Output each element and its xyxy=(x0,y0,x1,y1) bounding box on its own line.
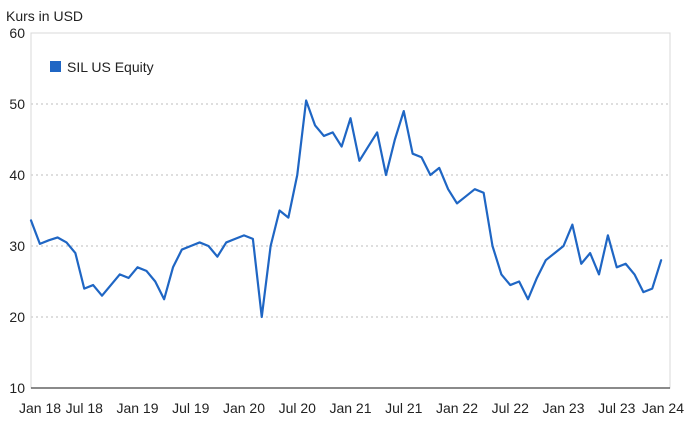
grid-lines xyxy=(31,103,670,318)
x-tick-labels: Jan 18 Jul 18 Jan 19 Jul 19 Jan 20 Jul 20 Jan … xyxy=(19,400,684,416)
y-tick-labels: 10 20 30 40 50 60 xyxy=(9,25,25,396)
series-line-sil-us-equity xyxy=(29,99,663,319)
xtick-label: Jul 20 xyxy=(279,400,317,416)
ytick-label: 50 xyxy=(9,96,25,112)
plot-area-border xyxy=(30,32,671,389)
y-axis-label: Kurs in USD xyxy=(6,8,83,24)
xtick-label: Jan 22 xyxy=(436,400,478,416)
series-layer xyxy=(29,99,663,319)
xtick-label: Jul 19 xyxy=(172,400,210,416)
ytick-label: 60 xyxy=(9,25,25,41)
xtick-label: Jul 18 xyxy=(66,400,104,416)
xtick-label: Jul 22 xyxy=(492,400,530,416)
ytick-label: 10 xyxy=(9,380,25,396)
legend-swatch-sil-us-equity xyxy=(50,61,61,72)
xtick-label: Jul 23 xyxy=(598,400,636,416)
legend: SIL US Equity xyxy=(50,59,154,75)
ytick-label: 20 xyxy=(9,309,25,325)
xtick-label: Jan 21 xyxy=(329,400,371,416)
xtick-label: Jan 20 xyxy=(223,400,265,416)
xtick-label: Jan 18 xyxy=(19,400,61,416)
xtick-label: Jan 24 xyxy=(642,400,684,416)
ytick-label: 40 xyxy=(9,167,25,183)
legend-label-sil-us-equity: SIL US Equity xyxy=(67,59,154,75)
xtick-label: Jan 19 xyxy=(116,400,158,416)
xtick-label: Jan 23 xyxy=(542,400,584,416)
ytick-label: 30 xyxy=(9,238,25,254)
xtick-label: Jul 21 xyxy=(385,400,423,416)
